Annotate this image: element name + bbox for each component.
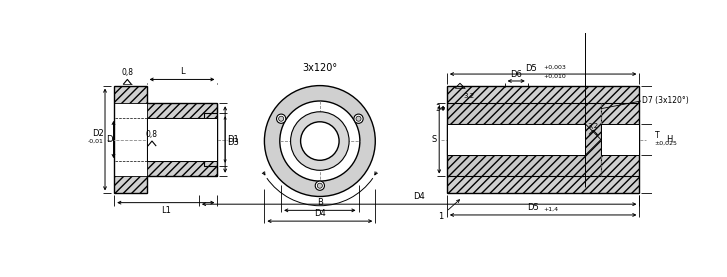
- Text: 3,2: 3,2: [463, 93, 474, 99]
- Text: D: D: [106, 135, 113, 144]
- Bar: [204, 113, 217, 118]
- Text: S: S: [432, 135, 437, 144]
- Bar: [147, 118, 217, 161]
- Circle shape: [265, 86, 375, 196]
- Bar: [447, 124, 585, 155]
- Text: L: L: [180, 67, 185, 76]
- Bar: [147, 103, 217, 118]
- Bar: [447, 86, 639, 102]
- Text: D3: D3: [228, 138, 239, 147]
- Bar: [114, 86, 147, 103]
- Text: 3: 3: [436, 104, 441, 113]
- Text: 3,2: 3,2: [587, 123, 599, 129]
- Bar: [204, 161, 217, 166]
- Text: -0,01: -0,01: [87, 138, 103, 143]
- Text: D5: D5: [527, 203, 539, 212]
- Text: 1: 1: [438, 200, 459, 221]
- Text: D5: D5: [525, 63, 537, 73]
- Polygon shape: [585, 124, 601, 155]
- Text: 0,8: 0,8: [121, 68, 133, 77]
- Text: 0,8: 0,8: [146, 130, 158, 140]
- Text: ±0,025: ±0,025: [655, 141, 678, 146]
- Bar: [147, 161, 217, 176]
- Text: D6: D6: [510, 70, 522, 79]
- Text: T: T: [655, 131, 659, 140]
- Text: D4: D4: [413, 192, 425, 201]
- Circle shape: [316, 181, 324, 190]
- Bar: [601, 102, 639, 176]
- Text: D1: D1: [228, 135, 239, 144]
- Bar: [447, 176, 639, 193]
- Text: L1: L1: [161, 206, 171, 215]
- Circle shape: [278, 116, 284, 121]
- Circle shape: [276, 114, 286, 123]
- Text: +1,4: +1,4: [543, 207, 558, 212]
- Bar: [114, 176, 147, 193]
- Text: 3x120°: 3x120°: [302, 63, 337, 73]
- Text: D4: D4: [314, 209, 326, 218]
- Circle shape: [317, 183, 322, 188]
- Text: D7 (3x120°): D7 (3x120°): [643, 96, 689, 106]
- Text: H: H: [667, 135, 672, 144]
- Text: D2: D2: [92, 129, 103, 138]
- Circle shape: [291, 112, 349, 170]
- Text: B: B: [317, 198, 323, 207]
- Circle shape: [356, 116, 361, 121]
- Text: +0,003: +0,003: [543, 65, 566, 70]
- Circle shape: [300, 122, 339, 160]
- Circle shape: [354, 114, 364, 123]
- Bar: [601, 124, 639, 155]
- Bar: [147, 118, 217, 161]
- Text: +0,010: +0,010: [543, 74, 566, 79]
- Circle shape: [280, 101, 360, 181]
- Bar: [447, 102, 601, 176]
